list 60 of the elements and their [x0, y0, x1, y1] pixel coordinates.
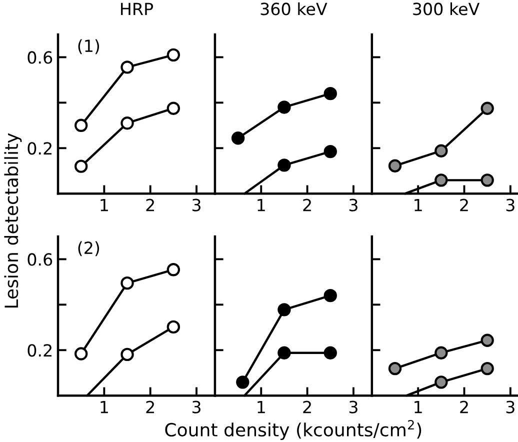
x-tick-label: 1: [414, 400, 422, 414]
x-tick-label: 2: [460, 400, 468, 414]
point: [434, 174, 448, 187]
point: [388, 362, 402, 376]
point: [278, 158, 291, 172]
point: [120, 348, 134, 362]
point: [324, 346, 337, 360]
x-tick-label: 1: [258, 400, 265, 414]
point: [324, 288, 337, 302]
point: [480, 334, 494, 347]
x-tick-label: 1: [100, 400, 108, 414]
point: [120, 276, 134, 290]
x-tick-label: 2: [303, 198, 311, 212]
annotation: (2): [78, 241, 100, 256]
point: [480, 174, 494, 187]
y-tick-label: 0.2: [28, 142, 52, 155]
y-axis-title: Lesion detectability: [4, 133, 22, 308]
point: [434, 346, 448, 360]
point: [480, 362, 494, 376]
point: [278, 100, 291, 114]
x-tick-label: 3: [506, 198, 514, 212]
point: [278, 303, 291, 316]
point: [74, 160, 88, 173]
x-tick-label: 2: [303, 400, 311, 414]
x-tick-label: 1: [258, 198, 265, 212]
y-tick-label: 0.6: [28, 51, 52, 64]
x-tick-label: 3: [192, 400, 200, 414]
point: [324, 86, 337, 100]
point: [120, 116, 134, 130]
point: [480, 102, 494, 115]
point: [74, 118, 88, 132]
point: [120, 60, 134, 74]
point: [434, 144, 448, 158]
point: [231, 132, 245, 145]
x-tick-label: 1: [414, 198, 422, 212]
x-axis-title: Count density (kcounts/cm$^{2}$): [165, 420, 422, 440]
chart-title: 360 keV: [260, 2, 328, 16]
y-tick-label: 0.6: [28, 253, 52, 266]
y-tick-label: 0.2: [28, 344, 52, 357]
x-tick-label: 1: [100, 198, 108, 212]
point: [166, 48, 180, 62]
point: [166, 263, 180, 276]
x-tick-label: 3: [506, 400, 514, 414]
chart-title: 300 keV: [413, 2, 480, 16]
point: [236, 376, 250, 389]
chart-title: HRP: [121, 2, 154, 16]
point: [434, 376, 448, 389]
point: [388, 159, 402, 172]
x-tick-label: 3: [192, 198, 200, 212]
x-tick-label: 3: [349, 198, 358, 212]
x-tick-label: 2: [146, 400, 154, 414]
point: [166, 102, 180, 115]
x-tick-label: 2: [460, 198, 468, 212]
point: [278, 346, 291, 360]
x-tick-label: 3: [349, 400, 358, 414]
point: [166, 320, 180, 334]
point: [324, 144, 337, 158]
point: [74, 347, 88, 360]
x-tick-label: 2: [146, 198, 154, 212]
annotation: (1): [78, 39, 100, 54]
